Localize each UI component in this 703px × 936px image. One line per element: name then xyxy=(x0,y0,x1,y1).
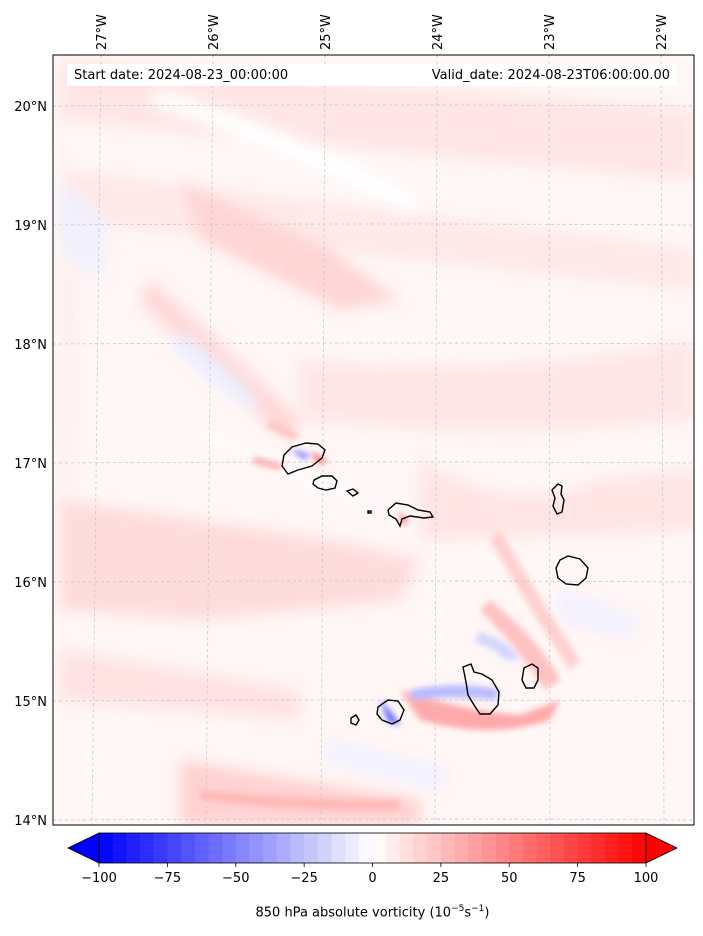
colorbar-segment xyxy=(153,833,168,863)
colorbar-segment xyxy=(550,833,565,863)
colorbar-segment xyxy=(440,833,456,863)
island-sao-vicente xyxy=(312,475,338,491)
colorbar-segment xyxy=(522,833,538,863)
colorbar-label-exp2: −1 xyxy=(471,904,485,914)
colorbar-segment xyxy=(618,833,633,863)
colorbar-segment xyxy=(591,833,606,863)
colorbar-segment xyxy=(604,833,620,863)
colorbar-segment xyxy=(208,833,223,863)
colorbar-max-arrow xyxy=(645,832,678,864)
colorbar-segment xyxy=(235,833,251,863)
lat-label-18n: 18°N xyxy=(14,338,47,353)
colorbar-tick-label: 75 xyxy=(569,871,586,886)
colorbar-label-end: ) xyxy=(484,905,490,921)
island-santa-luzia xyxy=(345,488,360,497)
header-box xyxy=(67,64,677,86)
island-maio xyxy=(521,663,539,689)
colorbar-segment xyxy=(276,833,292,863)
colorbar-segments xyxy=(99,833,647,863)
island-sal xyxy=(551,483,565,515)
colorbar-segment xyxy=(345,833,360,863)
colorbar-label-main: 850 hPa absolute vorticity (10 xyxy=(255,905,452,921)
map-frame xyxy=(52,54,695,826)
colorbar-label: 850 hPa absolute vorticity (10−5s−1) xyxy=(0,904,703,920)
colorbar-tick-label: 50 xyxy=(501,871,518,886)
latitude-labels: 20°N 19°N 18°N 17°N 16°N 15°N 14°N xyxy=(14,100,47,829)
colorbar-segment xyxy=(222,833,237,863)
island-sao-nicolau xyxy=(367,510,372,514)
island-santiago xyxy=(462,663,500,715)
colorbar-tick-label: 100 xyxy=(634,871,659,886)
colorbar-segment xyxy=(372,833,387,863)
colorbar-segment xyxy=(399,833,415,863)
lon-label-25w: 25°W xyxy=(319,14,334,50)
colorbar-segment xyxy=(304,833,319,863)
lat-label-16n: 16°N xyxy=(14,576,47,591)
colorbar-tick-label: −100 xyxy=(81,871,117,886)
colorbar-min-arrow xyxy=(67,832,100,864)
valid-date-label: Valid_date: 2024-08-23T06:00:00.00 xyxy=(432,68,670,83)
colorbar-segment xyxy=(167,833,182,863)
start-date-label: Start date: 2024-08-23_00:00:00 xyxy=(74,68,288,83)
colorbar-segment xyxy=(495,833,510,863)
lon-label-22w: 22°W xyxy=(655,14,670,50)
coastlines xyxy=(281,442,589,726)
colorbar-segment xyxy=(263,833,278,863)
island-brava xyxy=(350,714,360,726)
lon-label-26w: 26°W xyxy=(207,14,222,50)
colorbar-tick-label: −25 xyxy=(290,871,317,886)
island-santo-antao xyxy=(281,442,326,475)
colorbar-segment xyxy=(413,833,428,863)
colorbar-segment xyxy=(536,833,551,863)
colorbar-segment xyxy=(181,833,196,863)
colorbar-segment xyxy=(331,833,346,863)
colorbar-segment xyxy=(358,833,374,863)
colorbar-segment xyxy=(317,833,333,863)
colorbar-tick-label: −50 xyxy=(222,871,249,886)
lat-label-19n: 19°N xyxy=(14,219,47,234)
colorbar-tick-label: 25 xyxy=(433,871,450,886)
colorbar-tick-label: −75 xyxy=(154,871,181,886)
colorbar-segment xyxy=(386,833,401,863)
colorbar-tick-label: 0 xyxy=(368,871,376,886)
lon-label-23w: 23°W xyxy=(543,14,558,50)
vorticity-field xyxy=(53,55,694,825)
colorbar: −100 −75 −50 −25 0 25 50 75 100 xyxy=(67,832,678,886)
island-fogo xyxy=(376,699,405,725)
lat-label-17n: 17°N xyxy=(14,457,47,472)
lon-label-24w: 24°W xyxy=(431,14,446,50)
colorbar-segment xyxy=(632,833,647,863)
lon-label-27w: 27°W xyxy=(95,14,110,50)
lat-label-15n: 15°N xyxy=(14,695,47,710)
colorbar-segment xyxy=(454,833,469,863)
lat-label-20n: 20°N xyxy=(14,100,47,115)
colorbar-segment xyxy=(249,833,264,863)
graticule xyxy=(53,55,694,825)
colorbar-segment xyxy=(577,833,592,863)
island-boa-vista xyxy=(555,555,589,586)
longitude-labels: 27°W 26°W 25°W 24°W 23°W 22°W xyxy=(95,14,670,50)
colorbar-segment xyxy=(112,833,127,863)
colorbar-segment xyxy=(468,833,483,863)
colorbar-segment xyxy=(126,833,141,863)
colorbar-segment xyxy=(290,833,305,863)
colorbar-segment xyxy=(140,833,155,863)
colorbar-segment xyxy=(194,833,210,863)
colorbar-segment xyxy=(509,833,524,863)
colorbar-ticks: −100 −75 −50 −25 0 25 50 75 100 xyxy=(81,863,658,886)
colorbar-segment xyxy=(427,833,442,863)
colorbar-segment xyxy=(481,833,497,863)
colorbar-segment xyxy=(563,833,579,863)
colorbar-label-mid: s xyxy=(464,905,472,921)
colorbar-segment xyxy=(99,833,114,863)
lat-label-14n: 14°N xyxy=(14,814,47,829)
colorbar-label-exp1: −5 xyxy=(451,904,465,914)
island-sao-nicolau-main xyxy=(387,502,435,528)
